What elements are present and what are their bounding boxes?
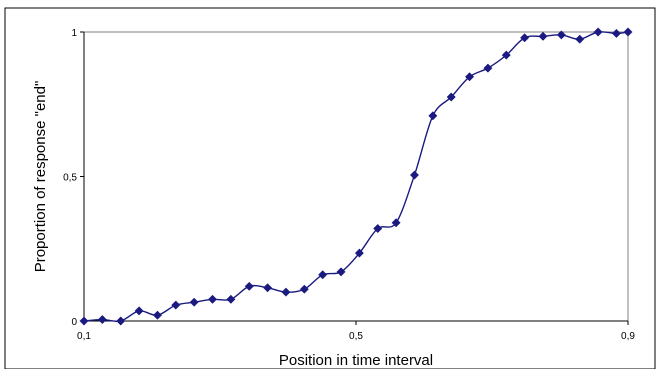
x-axis-title: Position in time interval — [279, 352, 433, 369]
data-point — [611, 28, 621, 38]
data-point — [428, 111, 438, 121]
data-point — [263, 283, 273, 293]
data-point — [465, 72, 475, 82]
data-point — [336, 267, 346, 277]
data-point — [226, 294, 236, 304]
data-point — [373, 223, 383, 234]
data-point — [483, 63, 493, 73]
data-point — [189, 297, 199, 307]
data-point — [501, 50, 511, 60]
data-point — [409, 170, 420, 180]
data-point — [79, 316, 89, 326]
data-point — [318, 270, 328, 280]
data-point — [244, 281, 254, 291]
data-point — [116, 316, 126, 326]
data-point — [593, 27, 603, 37]
data-point — [354, 248, 364, 258]
x-tick-label: 0,5 — [349, 331, 363, 342]
data-point — [538, 31, 548, 41]
plot-area — [83, 31, 629, 322]
data-point — [134, 306, 144, 316]
y-tick-label: 0,5 — [63, 173, 77, 184]
x-tick-label: 0,1 — [77, 331, 91, 342]
y-tick-label: 1 — [71, 28, 77, 39]
data-point — [299, 284, 309, 294]
data-point — [391, 218, 401, 228]
data-point — [97, 315, 107, 325]
y-axis-title: Proportion of response "end" — [32, 81, 49, 273]
y-tick-label: 0 — [71, 317, 77, 328]
data-point — [281, 287, 291, 297]
data-point — [623, 27, 633, 37]
data-point — [446, 92, 456, 102]
data-point — [171, 300, 181, 310]
data-point — [556, 30, 566, 40]
data-point — [575, 34, 585, 44]
x-tick-label: 0,9 — [621, 331, 635, 342]
data-point — [152, 310, 162, 320]
data-point — [520, 33, 530, 43]
data-point — [207, 294, 218, 304]
